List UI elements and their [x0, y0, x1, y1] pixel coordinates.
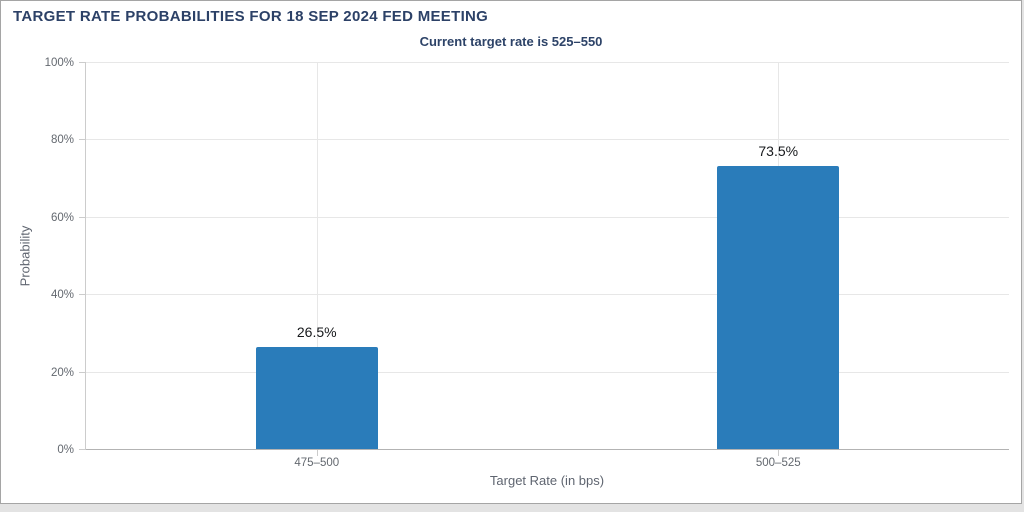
- gridline-horizontal: [86, 216, 1009, 218]
- y-tick: [79, 139, 86, 141]
- x-tick-label: 500–525: [755, 457, 801, 469]
- chart-subtitle: Current target rate is 525–550: [419, 34, 603, 49]
- y-tick-label: 0%: [57, 444, 74, 456]
- bar-500–525[interactable]: [717, 165, 840, 450]
- y-tick-label: 60%: [50, 211, 74, 224]
- gridline-horizontal: [86, 139, 1009, 141]
- y-tick: [79, 294, 86, 296]
- gridline-horizontal: [86, 62, 1009, 63]
- y-tick: [79, 216, 86, 218]
- x-tick-label: 475–500: [294, 457, 340, 469]
- plot-area: 0% 20% 40% 60% 80% 100% 26.5% 475–500 73.5% 500–5…: [45, 57, 1009, 469]
- y-tick-label: 80%: [50, 134, 74, 147]
- y-tick-label: 20%: [50, 366, 74, 379]
- bar-value-label: 26.5%: [296, 324, 337, 341]
- x-axis-title: Target Rate (in bps): [489, 473, 605, 488]
- x-tick: [778, 450, 780, 456]
- chart-title: TARGET RATE PROBABILITIES FOR 18 SEP 202…: [13, 8, 489, 25]
- x-tick: [316, 450, 318, 456]
- x-axis-line: [86, 449, 1009, 450]
- bar-475–500[interactable]: [255, 347, 378, 450]
- y-tick: [79, 371, 86, 373]
- gridline-horizontal: [86, 294, 1009, 296]
- y-axis-title: Probability: [17, 225, 33, 287]
- y-tick-label: 40%: [50, 289, 74, 302]
- gridline-vertical: [316, 63, 318, 450]
- y-tick-label: 100%: [44, 57, 74, 69]
- y-tick: [79, 62, 86, 63]
- y-tick: [79, 449, 86, 450]
- gridline-horizontal: [86, 371, 1009, 373]
- bar-value-label: 73.5%: [758, 142, 799, 159]
